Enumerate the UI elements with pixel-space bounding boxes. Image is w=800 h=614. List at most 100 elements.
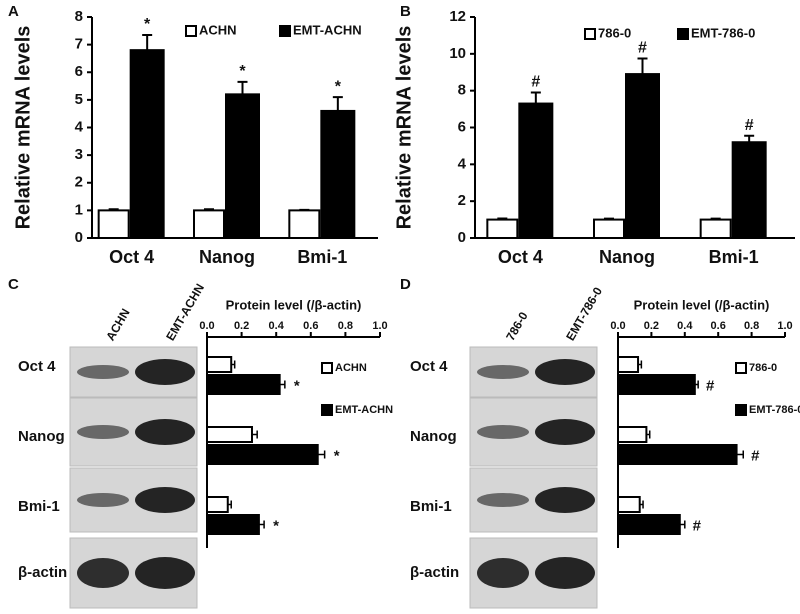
lane-label: EMT-786-0 [563, 284, 605, 343]
x-tick-label: 0.2 [234, 320, 249, 332]
error-bar [332, 96, 343, 111]
bar [617, 514, 681, 535]
significance-marker: * [334, 447, 340, 464]
error-bar [604, 217, 614, 220]
x-tick-label: Oct 4 [109, 247, 154, 267]
blot-band [477, 425, 529, 439]
row-label: Nanog [18, 428, 65, 445]
error-bar [694, 380, 699, 389]
error-bar [317, 450, 326, 459]
y-tick-label: 2 [458, 192, 466, 209]
blot-band [77, 425, 129, 439]
legend-swatch [735, 362, 747, 374]
x-tick-label: 0.8 [338, 320, 353, 332]
row-label: β-actin [410, 564, 459, 581]
x-tick-label: 0.6 [711, 320, 726, 332]
error-bar [639, 500, 644, 509]
bar [206, 496, 229, 513]
bar [625, 73, 660, 240]
y-tick-label: 8 [458, 82, 466, 99]
row-label: Bmi-1 [410, 498, 452, 515]
bar [206, 444, 319, 465]
legend-swatch [735, 404, 747, 416]
chart-title: Protein level (/β-actin) [226, 297, 362, 312]
legend-label: EMT-ACHN [293, 22, 362, 37]
panel-label: D [400, 276, 411, 293]
error-bar [279, 380, 286, 389]
legend-swatch [677, 28, 689, 40]
legend-label: ACHN [335, 362, 367, 374]
legend-swatch [321, 404, 333, 416]
significance-marker: * [335, 78, 342, 95]
error-bar [204, 208, 214, 211]
legend-label: ACHN [199, 22, 237, 37]
error-bar [710, 217, 721, 220]
panel-label: B [400, 3, 411, 20]
bar [206, 514, 260, 535]
blot-band [477, 558, 529, 588]
lane-label: 786-0 [503, 309, 531, 343]
blot-band [135, 359, 195, 385]
row-label: Oct 4 [410, 358, 448, 375]
y-axis-label: Relative mRNA levels [393, 26, 415, 230]
legend-label: 786-0 [749, 362, 777, 374]
legend-label: EMT-ACHN [335, 404, 393, 416]
error-bar [258, 520, 265, 529]
y-tick-label: 4 [458, 155, 467, 172]
bar [617, 444, 738, 465]
bar [129, 49, 165, 240]
y-tick-label: 8 [75, 8, 83, 25]
significance-marker: * [273, 517, 279, 534]
x-tick-label: 0.4 [677, 320, 693, 332]
x-tick-label: 1.0 [777, 320, 792, 332]
bar [206, 356, 233, 373]
error-bar [251, 430, 258, 439]
y-tick-label: 3 [75, 146, 83, 163]
row-label: Nanog [410, 428, 457, 445]
legend-swatch [185, 25, 197, 37]
row-label: Bmi-1 [18, 498, 60, 515]
bar [193, 209, 225, 239]
blot-band [77, 365, 129, 379]
x-tick-label: Bmi-1 [709, 247, 759, 267]
error-bar [237, 80, 248, 95]
error-bar [142, 33, 153, 51]
significance-marker: # [693, 517, 702, 534]
bar [518, 102, 554, 239]
legend-swatch [279, 25, 291, 37]
significance-marker: # [638, 40, 647, 57]
blot-band [77, 493, 129, 507]
error-bar [530, 91, 541, 104]
error-bar [299, 208, 310, 211]
y-tick-label: 6 [458, 118, 466, 135]
y-tick-label: 12 [449, 8, 466, 25]
x-tick-label: 0.2 [644, 320, 659, 332]
x-tick-label: 0.4 [269, 320, 285, 332]
legend-swatch [321, 362, 333, 374]
chart-title: Protein level (/β-actin) [634, 297, 770, 312]
error-bar [227, 500, 232, 509]
blot-band [535, 557, 595, 589]
error-bar [108, 208, 119, 211]
y-tick-label: 1 [75, 201, 83, 218]
blot-band [477, 493, 529, 507]
blot-band [535, 359, 595, 385]
lane-label: ACHN [103, 306, 132, 343]
blot-band [535, 487, 595, 513]
bar [593, 218, 625, 239]
x-tick-label: 0.6 [303, 320, 318, 332]
bar [617, 496, 641, 513]
blot-band [135, 557, 195, 589]
error-bar [497, 217, 508, 220]
x-tick-label: 1.0 [372, 320, 387, 332]
bar [206, 426, 253, 443]
y-tick-label: 4 [75, 118, 84, 135]
y-tick-label: 0 [75, 229, 83, 246]
bar [97, 209, 130, 239]
significance-marker: * [144, 16, 151, 33]
error-bar [679, 520, 686, 529]
bar [225, 93, 260, 239]
y-tick-label: 2 [75, 174, 83, 191]
bar [617, 356, 640, 373]
